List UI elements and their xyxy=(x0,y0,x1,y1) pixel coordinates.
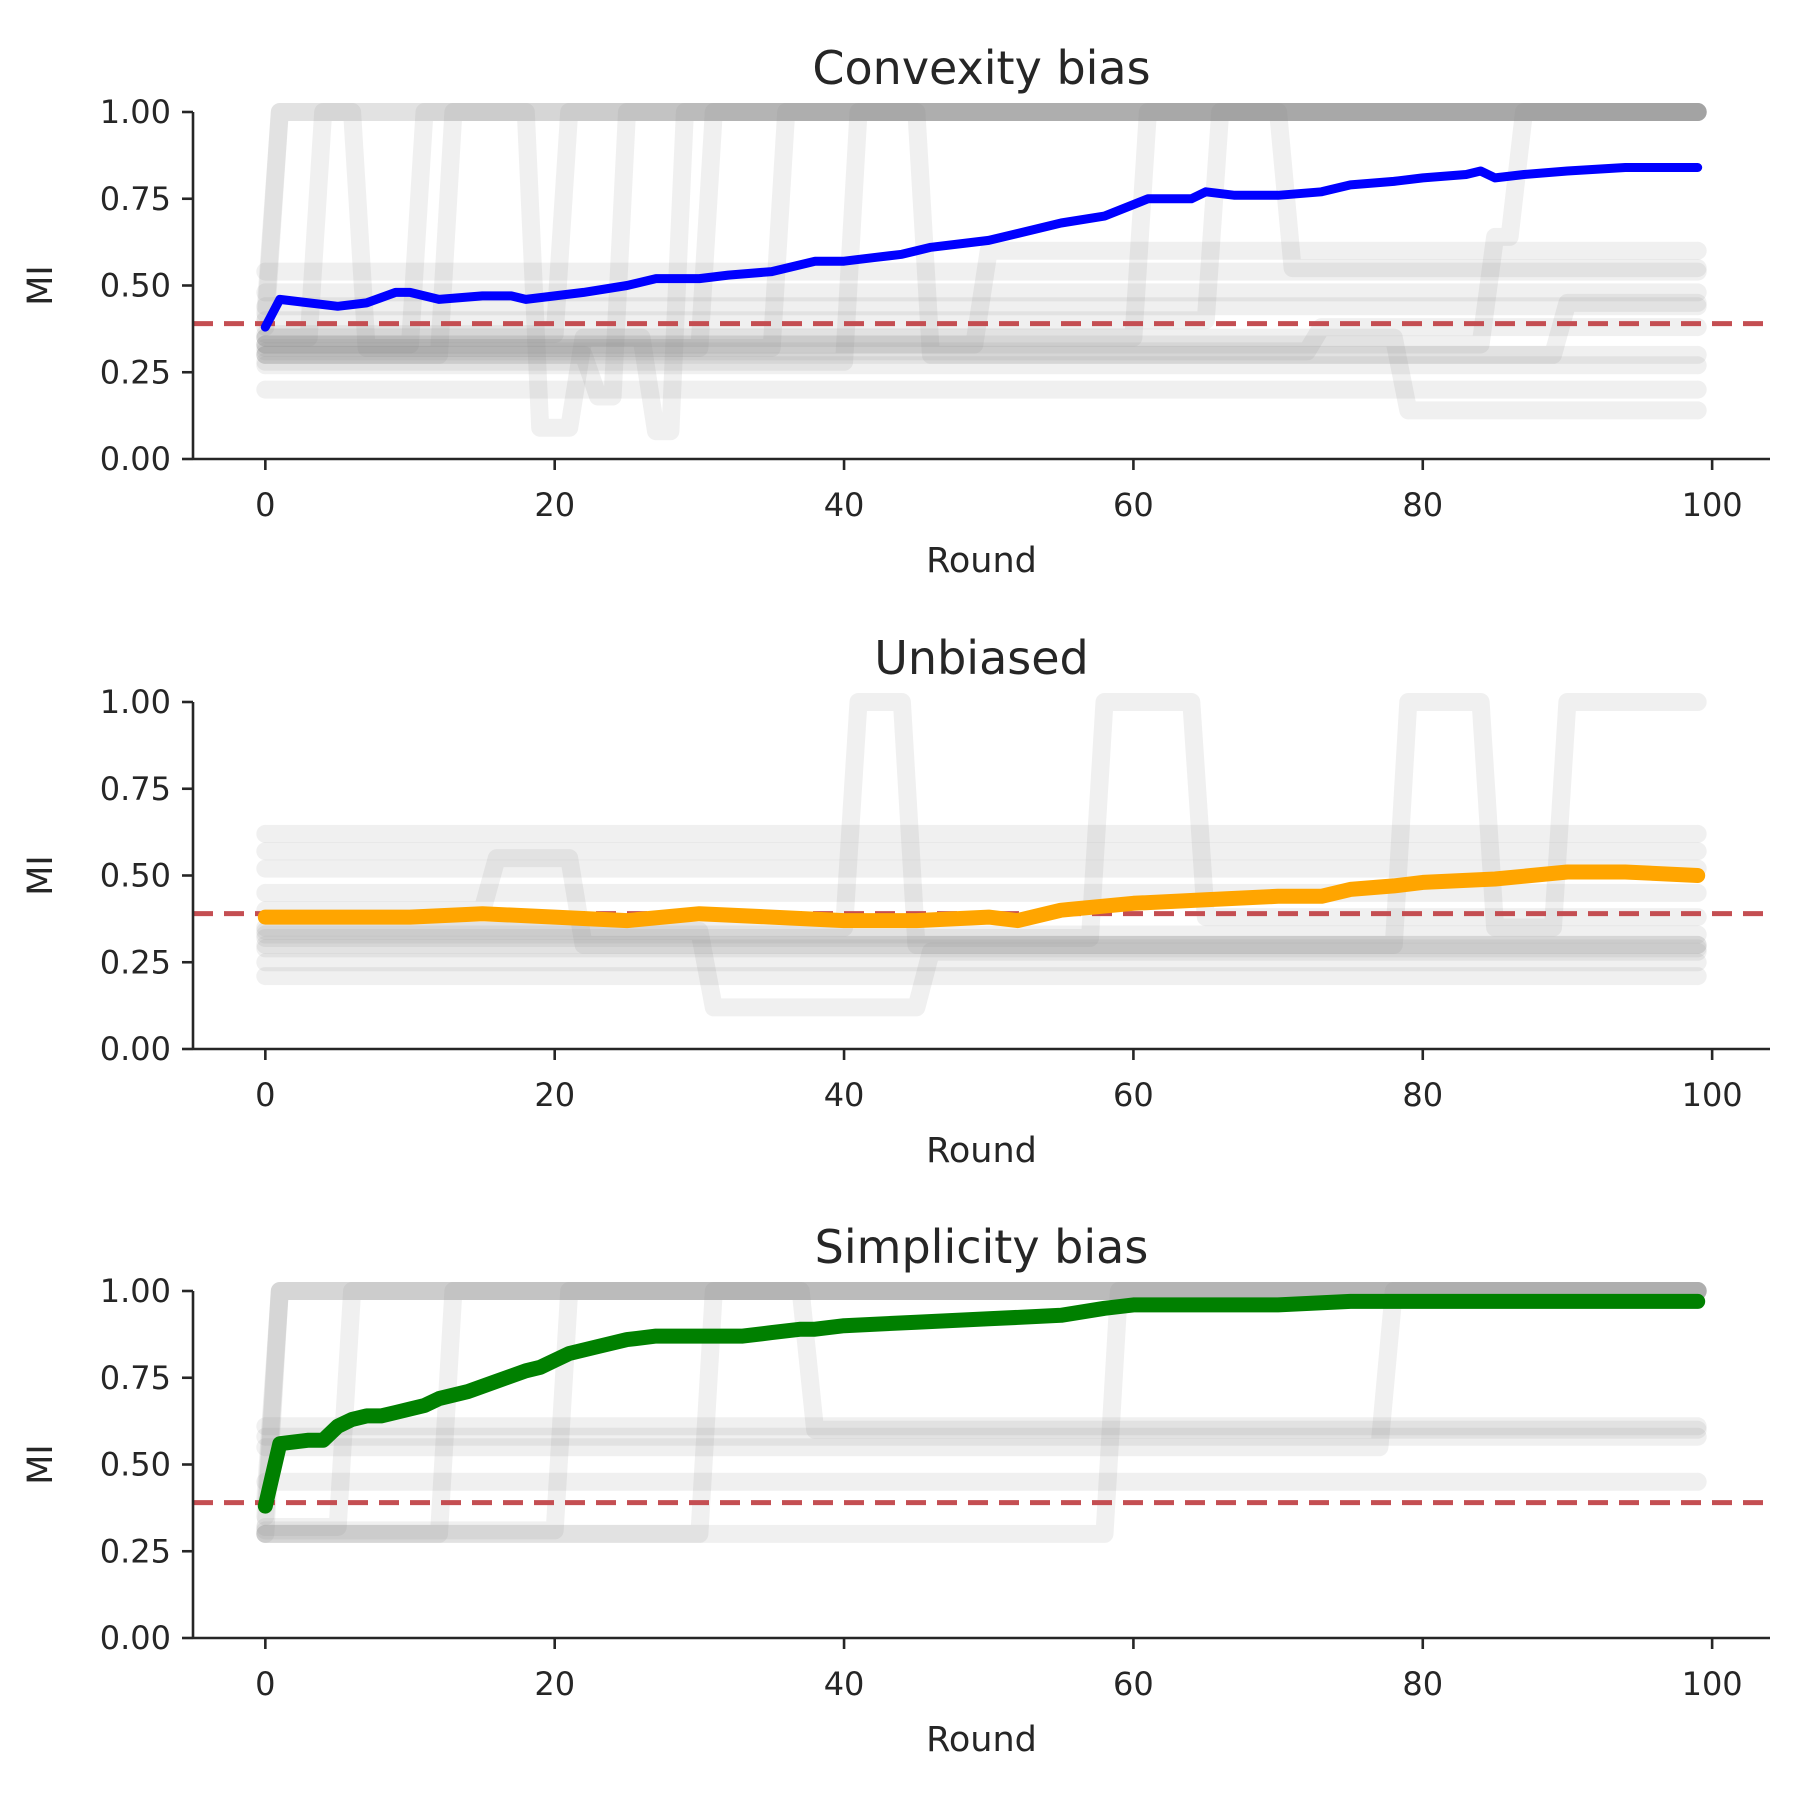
x-axis-label: Round xyxy=(926,1720,1037,1760)
background-run-line xyxy=(256,1282,1707,1457)
y-tick-label: 0.25 xyxy=(100,353,171,391)
chart-panel-convexity-bias: Convexity bias Round MI 0 20 40 60 80 100 0.00… xyxy=(21,41,1770,581)
background-run-line xyxy=(256,1282,1707,1526)
y-tick-label: 0.50 xyxy=(100,857,171,895)
y-axis-label: MI xyxy=(21,265,61,306)
chart-title: Convexity bias xyxy=(812,41,1150,95)
background-run-line xyxy=(256,103,1707,323)
x-tick-label: 60 xyxy=(1113,1076,1154,1114)
background-run-line xyxy=(256,1282,1707,1543)
background-run-line xyxy=(256,1282,1707,1543)
background-run-line xyxy=(256,693,1707,954)
background-run-line xyxy=(256,103,1707,357)
x-tick-label: 100 xyxy=(1682,1076,1743,1114)
y-tick-label: 0.25 xyxy=(100,943,171,981)
y-tick-label: 1.00 xyxy=(100,93,171,131)
y-tick-label: 0.25 xyxy=(100,1532,171,1570)
background-run-line xyxy=(256,103,1707,441)
background-run-line xyxy=(256,103,1707,330)
background-run-line xyxy=(256,1282,1707,1536)
background-run-line xyxy=(256,103,1707,406)
series-line xyxy=(257,1293,1706,1514)
x-tick-label: 100 xyxy=(1682,486,1743,524)
x-tick-label: 80 xyxy=(1402,486,1443,524)
y-tick-label: 0.00 xyxy=(100,440,171,478)
x-tick-label: 40 xyxy=(824,1076,865,1114)
background-runs xyxy=(256,693,1707,1017)
x-tick-label: 40 xyxy=(824,486,865,524)
x-tick-label: 60 xyxy=(1113,1665,1154,1703)
background-run-line xyxy=(256,693,1707,954)
x-tick-label: 20 xyxy=(534,1076,575,1114)
x-tick-label: 0 xyxy=(255,1076,275,1114)
chart-title: Simplicity bias xyxy=(815,1220,1149,1274)
background-run-line xyxy=(256,318,1707,361)
y-tick-label: 0.00 xyxy=(100,1619,171,1657)
background-run-line xyxy=(256,693,1707,947)
background-run-line xyxy=(256,241,1707,354)
background-run-line xyxy=(256,103,1707,337)
x-axis-label: Round xyxy=(926,1131,1037,1171)
background-run-line xyxy=(256,922,1707,1017)
background-run-line xyxy=(256,1282,1707,1509)
background-run-line xyxy=(256,103,1707,354)
background-run-line xyxy=(256,103,1707,371)
background-run-line xyxy=(256,103,1707,347)
y-tick-label: 1.00 xyxy=(100,683,171,721)
x-tick-label: 40 xyxy=(824,1665,865,1703)
series-line xyxy=(260,163,1703,332)
background-run-line xyxy=(256,103,1707,344)
y-tick-label: 0.50 xyxy=(100,1446,171,1484)
x-tick-label: 20 xyxy=(534,1665,575,1703)
x-tick-label: 80 xyxy=(1402,1076,1443,1114)
background-runs xyxy=(256,103,1707,441)
y-axis-label: MI xyxy=(21,855,61,896)
series-line xyxy=(257,864,1706,929)
y-tick-label: 1.00 xyxy=(100,1272,171,1310)
background-run-line xyxy=(256,1282,1707,1543)
background-run-line xyxy=(256,1282,1707,1540)
background-run-line xyxy=(256,328,1707,420)
background-run-line xyxy=(256,1282,1707,1543)
x-axis-label: Round xyxy=(926,541,1037,581)
chart-panel-unbiased: Unbiased Round MI 0 20 40 60 80 100 0.00 0.25 0.… xyxy=(21,631,1770,1171)
x-tick-label: 60 xyxy=(1113,486,1154,524)
chart-title: Unbiased xyxy=(874,631,1088,685)
background-runs xyxy=(256,1282,1707,1543)
y-tick-label: 0.50 xyxy=(100,267,171,305)
background-run-line xyxy=(256,103,1707,354)
x-tick-label: 0 xyxy=(255,486,275,524)
x-tick-label: 0 xyxy=(255,1665,275,1703)
chart-panel-simplicity-bias: Simplicity bias Round MI 0 20 40 60 80 100 0.0… xyxy=(21,1220,1770,1760)
y-tick-label: 0.75 xyxy=(100,180,171,218)
x-tick-label: 100 xyxy=(1682,1665,1743,1703)
y-tick-label: 0.75 xyxy=(100,1359,171,1397)
x-tick-label: 20 xyxy=(534,486,575,524)
y-tick-label: 0.75 xyxy=(100,770,171,808)
y-tick-label: 0.00 xyxy=(100,1030,171,1068)
x-tick-label: 80 xyxy=(1402,1665,1443,1703)
y-axis-label: MI xyxy=(21,1444,61,1485)
background-run-line xyxy=(256,293,1707,364)
